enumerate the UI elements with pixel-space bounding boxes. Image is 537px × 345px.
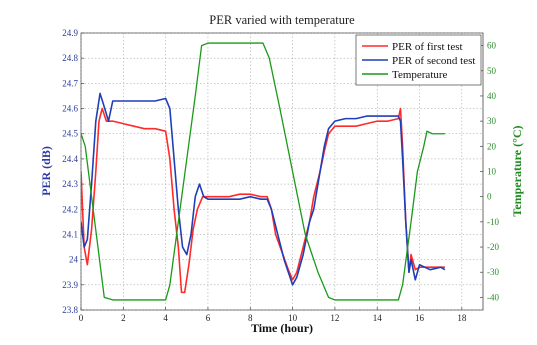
y-tick-label: 24 <box>69 255 79 265</box>
x-tick-label: 0 <box>79 313 84 323</box>
series-line-temperature <box>81 42 445 301</box>
y2-tick-label: 30 <box>487 116 497 126</box>
y2-tick-label: 60 <box>487 41 497 51</box>
x-tick-label: 16 <box>415 313 425 323</box>
legend-label-temperature: Temperature <box>392 69 448 81</box>
y2-tick-label: 40 <box>487 91 497 101</box>
y2-tick-label: -20 <box>487 242 499 252</box>
legend-label-second: PER of second test <box>392 55 475 67</box>
y-tick-label: 23.8 <box>62 305 78 315</box>
y-tick-label: 24.5 <box>62 129 78 139</box>
y2-axis-label: Temperature (°C) <box>510 125 524 216</box>
chart-title: PER varied with temperature <box>209 13 355 27</box>
y-tick-label: 23.9 <box>62 280 78 290</box>
series-line-second-test <box>81 92 446 286</box>
y2-tick-label: -30 <box>487 267 499 277</box>
y2-tick-label: -10 <box>487 217 499 227</box>
x-axis-label: Time (hour) <box>251 321 313 335</box>
y-axis-label: PER (dB) <box>39 146 53 196</box>
x-tick-label: 4 <box>163 313 168 323</box>
y2-tick-label: 10 <box>487 167 497 177</box>
y2-tick-label: 50 <box>487 66 497 76</box>
y2-tick-label: 0 <box>487 192 492 202</box>
y-tick-label: 24.6 <box>62 104 78 114</box>
x-tick-label: 8 <box>248 313 253 323</box>
x-tick-label: 6 <box>206 313 211 323</box>
legend-label-first: PER of first test <box>392 41 463 53</box>
y-tick-label: 24.8 <box>62 53 78 63</box>
y2-tick-label: -40 <box>487 292 499 302</box>
x-tick-label: 14 <box>373 313 383 323</box>
grid-lines <box>80 32 483 311</box>
y-tick-label: 24.4 <box>62 154 78 164</box>
x-tick-label: 10 <box>288 313 298 323</box>
y-tick-label: 24.3 <box>62 179 78 189</box>
x-tick-label: 18 <box>457 313 467 323</box>
x-tick-label: 2 <box>121 313 126 323</box>
ticks: 0 2 4 6 8 10 12 14 16 1823.823.92424.124.224.324.… <box>62 28 499 323</box>
series-line-first-test <box>81 107 445 294</box>
series-layer <box>81 42 446 301</box>
y-tick-label: 24.1 <box>62 229 78 239</box>
y-tick-label: 24.7 <box>62 78 78 88</box>
legend: PER of first test PER of second test Tem… <box>355 34 482 86</box>
y-tick-label: 24.2 <box>62 204 78 214</box>
y2-tick-label: 20 <box>487 141 497 151</box>
y-tick-label: 24.9 <box>62 28 78 38</box>
x-tick-label: 12 <box>330 313 339 323</box>
